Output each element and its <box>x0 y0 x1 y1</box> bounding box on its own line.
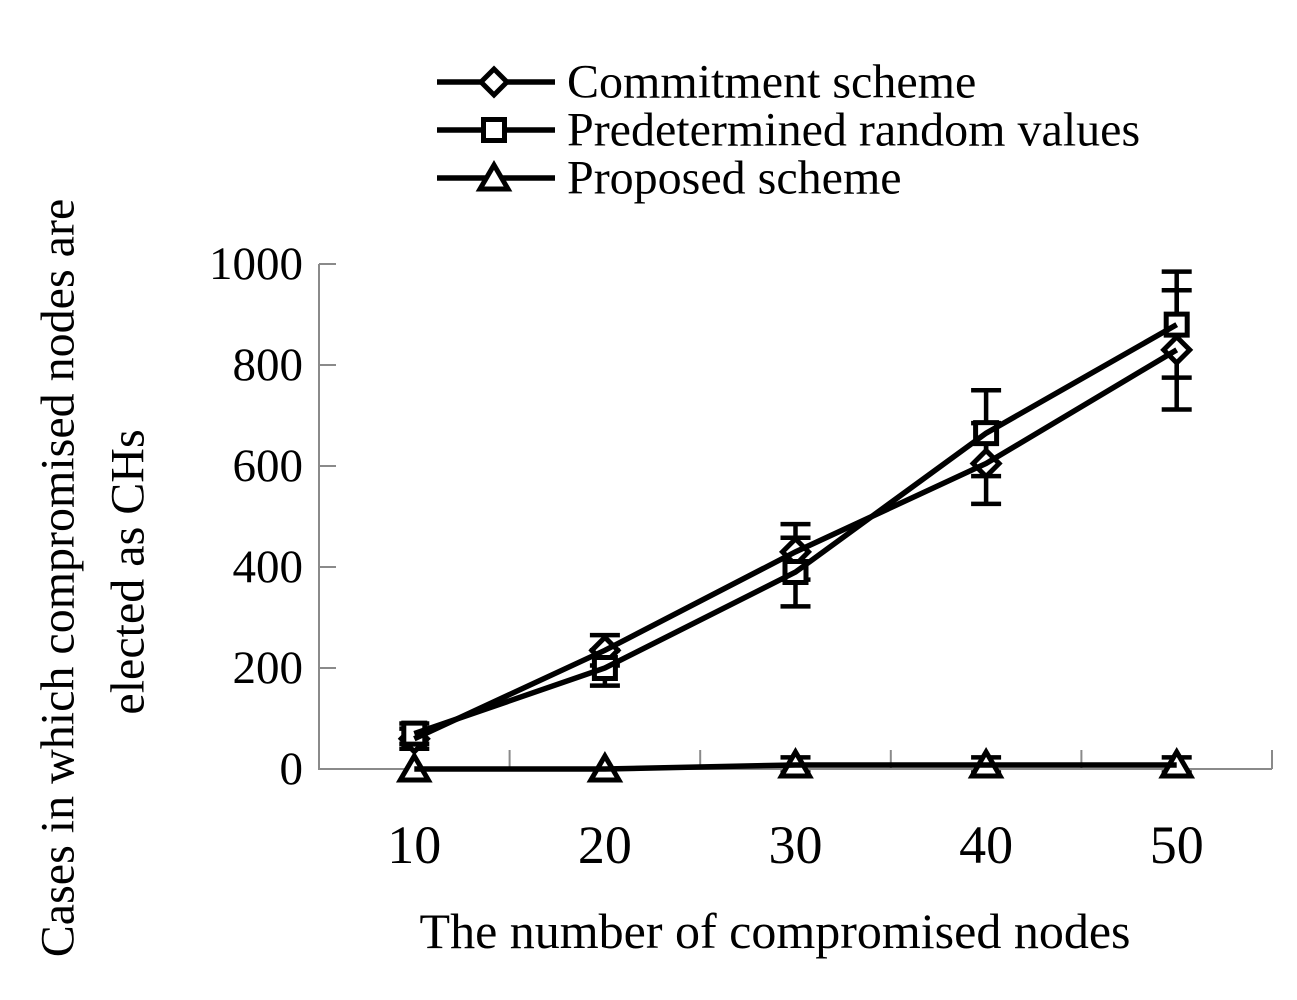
y-axis-tick-label: 1000 <box>209 238 303 290</box>
y-axis-title-line2: elected as CHs <box>102 429 155 714</box>
legend-item-1: Predetermined random values <box>437 104 1140 157</box>
y-axis-tick-label: 400 <box>233 541 304 593</box>
x-axis-tick-label: 40 <box>959 815 1013 875</box>
y-axis-tick-label: 800 <box>233 339 304 391</box>
legend-item-0: Commitment scheme <box>437 56 976 109</box>
series-line-1 <box>413 322 1179 737</box>
y-axis-tick-label: 0 <box>280 743 304 795</box>
x-axis-tick-label: 30 <box>769 815 823 875</box>
y-axis-tick-label: 600 <box>233 440 304 492</box>
legend-diamond-marker <box>477 65 511 99</box>
series-line-2 <box>414 762 1177 772</box>
x-axis-tick-label: 10 <box>387 815 441 875</box>
x-axis-tick-label: 20 <box>578 815 632 875</box>
series-line-0 <box>413 347 1179 742</box>
legend-item-2: Proposed scheme <box>437 152 902 205</box>
axes <box>318 264 1272 770</box>
y-axis-tick-label: 200 <box>233 642 304 694</box>
y-axis-title-line1: Cases in which compromised nodes are <box>32 199 85 957</box>
legend-label: Predetermined random values <box>567 104 1140 157</box>
x-axis-tick-label: 50 <box>1150 815 1204 875</box>
x-axis-title: The number of compromised nodes <box>420 903 1131 959</box>
legend-triangle-marker <box>475 160 513 192</box>
legend-square-marker <box>481 117 507 143</box>
legend-label: Proposed scheme <box>567 152 902 205</box>
legend-label: Commitment scheme <box>567 56 976 109</box>
